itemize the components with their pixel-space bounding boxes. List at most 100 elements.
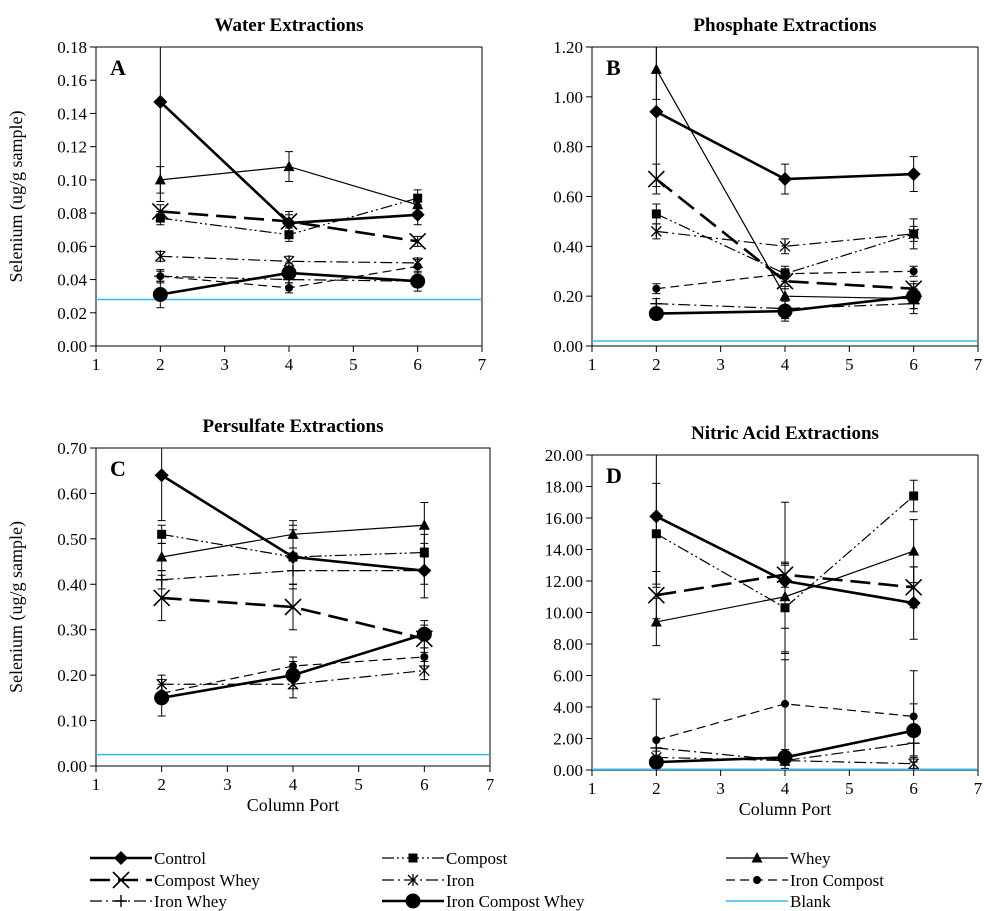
x-tick-label: 6	[413, 355, 422, 374]
legend-label: Iron	[446, 871, 475, 890]
series-line	[160, 275, 418, 282]
y-tick-label: 18.00	[545, 478, 583, 497]
series-whey	[650, 519, 920, 647]
legend-marker	[115, 895, 127, 907]
x-tick-label: 7	[486, 775, 495, 794]
legend-marker	[114, 851, 128, 865]
data-point	[905, 578, 923, 596]
legend-label: Whey	[790, 849, 831, 868]
y-tick-label: 0.40	[553, 237, 583, 256]
data-point	[152, 287, 168, 303]
x-tick-label: 3	[716, 779, 725, 798]
data-point	[652, 284, 661, 293]
series-iron-compost-whey	[154, 620, 432, 717]
data-point	[418, 664, 430, 677]
y-axis-label: Selenium (ug/g sample)	[6, 521, 27, 693]
y-tick-label: 0.10	[57, 712, 87, 731]
data-point	[649, 104, 664, 119]
legend-marker	[405, 893, 421, 909]
data-point	[284, 598, 302, 616]
data-point	[154, 468, 169, 483]
data-point	[409, 232, 427, 250]
chart-title: Nitric Acid Extractions	[691, 423, 879, 444]
data-point	[419, 547, 429, 557]
x-tick-label: 2	[652, 355, 661, 374]
x-axis-label: Column Port	[739, 799, 832, 819]
plot-frame	[95, 46, 483, 347]
legend-item-control: Control	[90, 849, 206, 868]
x-tick-label: 2	[156, 355, 165, 374]
y-tick-label: 0.70	[57, 439, 87, 458]
y-tick-label: 2.00	[553, 730, 583, 749]
x-tick-label: 3	[220, 355, 229, 374]
y-tick-label: 0.50	[57, 530, 87, 549]
data-point	[906, 167, 921, 182]
y-tick-label: 0.14	[57, 104, 87, 123]
data-point	[154, 173, 166, 185]
series-iron-whey	[155, 556, 431, 590]
legend-item-compost: Compost	[382, 849, 508, 868]
chart-panel-c: Persulfate Extractions C 0.00 0.10 0.20 0.30 0…	[6, 416, 495, 815]
data-point	[418, 564, 431, 577]
data-point	[283, 160, 295, 172]
series-line	[656, 303, 914, 310]
x-tick-label: 6	[909, 779, 918, 798]
x-tick-label: 2	[157, 775, 166, 794]
x-tick-label: 1	[92, 775, 101, 794]
series-compost-whey	[153, 574, 433, 653]
data-point	[281, 265, 297, 281]
y-tick-label: 0.20	[553, 287, 583, 306]
data-point	[154, 690, 170, 706]
series-line	[160, 255, 418, 264]
data-point	[778, 172, 792, 187]
data-point	[648, 306, 664, 322]
data-point	[153, 589, 171, 607]
legend-marker	[407, 874, 419, 886]
x-tick-label: 7	[478, 355, 487, 374]
series-iron-compost	[652, 652, 918, 770]
data-point	[777, 303, 793, 319]
data-point	[906, 288, 922, 304]
y-tick-label: 16.00	[545, 509, 583, 528]
data-point	[781, 699, 789, 708]
data-point	[157, 529, 167, 539]
legend-label: Iron Compost Whey	[446, 892, 585, 911]
data-point	[154, 250, 166, 263]
y-tick-label: 0.02	[57, 304, 87, 323]
data-point	[650, 225, 662, 238]
x-tick-label: 3	[223, 775, 232, 794]
series-line	[656, 742, 914, 762]
y-tick-label: 0.00	[57, 337, 87, 356]
data-point	[287, 528, 299, 539]
series-compost-whey	[647, 561, 923, 620]
y-tick-label: 0.04	[57, 271, 87, 290]
data-point	[650, 741, 663, 754]
legend-item-iron: Iron	[382, 871, 475, 890]
data-point	[151, 202, 169, 221]
data-point	[651, 529, 661, 539]
data-point	[908, 545, 920, 556]
series-control	[153, 47, 425, 232]
data-point	[779, 590, 791, 602]
x-tick-label: 5	[845, 355, 854, 374]
legend-item-blank: Blank	[726, 892, 831, 911]
legend: Control Compost Whey Compost Whey Iron Iron C…	[90, 849, 884, 911]
chart-panel-d: Nitric Acid Extractions D 0.00 2.00 4.00 6.00…	[545, 423, 983, 819]
y-tick-label: 0.06	[57, 237, 87, 256]
legend-marker	[753, 876, 761, 884]
x-tick-label: 2	[652, 779, 661, 798]
data-point	[280, 212, 298, 230]
data-point	[284, 230, 294, 240]
data-point	[650, 63, 662, 74]
x-tick-label: 1	[588, 779, 597, 798]
plot-area	[592, 455, 978, 770]
legend-item-iron-compost: Iron Compost	[726, 871, 884, 890]
data-point	[781, 269, 789, 278]
y-tick-label: 1.20	[553, 38, 583, 57]
series-line	[656, 230, 914, 247]
y-tick-label: 0.00	[553, 337, 583, 356]
legend-label: Iron Whey	[154, 892, 227, 911]
y-tick-label: 20.00	[545, 446, 583, 465]
chart-title: Persulfate Extractions	[203, 416, 384, 437]
